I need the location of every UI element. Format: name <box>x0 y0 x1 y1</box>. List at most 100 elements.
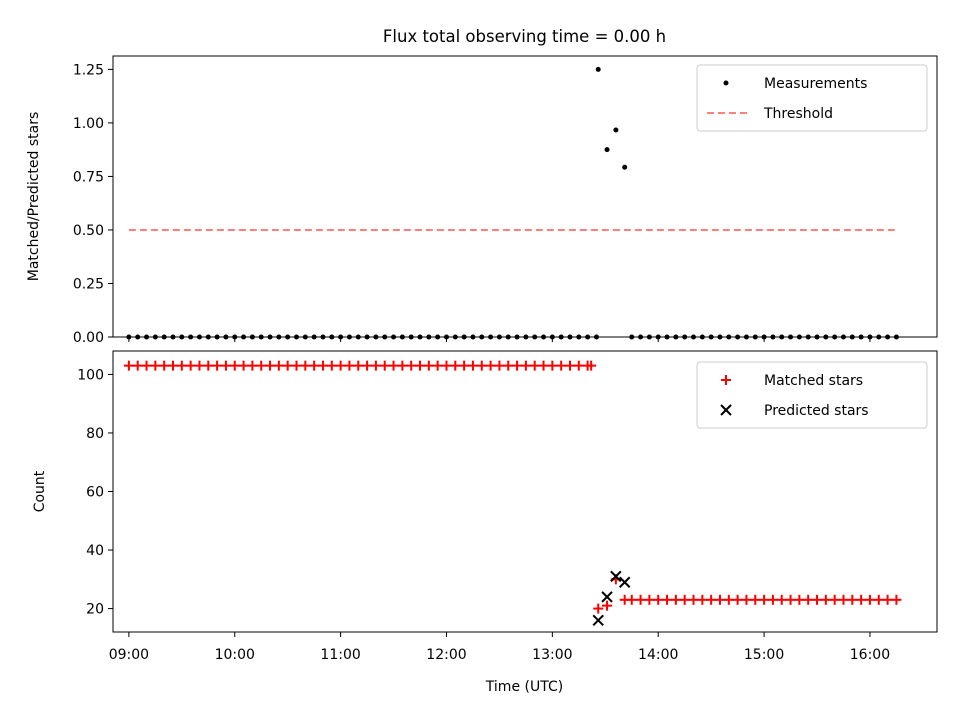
matched-star-marker <box>176 360 187 371</box>
chart-title: Flux total observing time = 0.00 h <box>383 27 666 46</box>
matched-star-marker <box>300 360 311 371</box>
matched-star-marker <box>873 594 884 605</box>
top-legend: Measurements Threshold <box>696 64 928 132</box>
legend-label: Threshold <box>763 106 833 122</box>
matched-star-marker <box>317 360 328 371</box>
x-tick-label: 15:00 <box>744 647 784 663</box>
bottom-x-axis-label: Time (UTC) <box>485 679 563 695</box>
matched-star-marker <box>891 594 902 605</box>
matched-star-marker <box>256 360 267 371</box>
top-plot-area <box>126 66 899 340</box>
legend-marker <box>723 80 729 86</box>
matched-star-marker <box>697 594 708 605</box>
matched-star-marker <box>273 360 284 371</box>
y-tick-label: 0.75 <box>73 169 104 185</box>
matched-star-marker <box>212 360 223 371</box>
matched-star-marker <box>573 360 584 371</box>
matched-star-marker <box>723 594 734 605</box>
legend-label: Measurements <box>764 76 867 92</box>
y-tick-label: 20 <box>86 602 104 618</box>
matched-star-marker <box>459 360 470 371</box>
x-tick-label: 14:00 <box>638 647 678 663</box>
matched-star-marker <box>732 594 743 605</box>
matched-star-marker <box>291 360 302 371</box>
matched-star-marker <box>688 594 699 605</box>
matched-star-marker <box>335 360 346 371</box>
legend-frame <box>696 361 928 429</box>
matched-star-marker <box>141 360 152 371</box>
matched-star-marker <box>750 594 761 605</box>
measurement-point <box>622 164 628 170</box>
matched-star-marker <box>864 594 875 605</box>
matched-star-marker <box>635 594 646 605</box>
matched-star-marker <box>714 594 725 605</box>
matched-star-marker <box>309 360 320 371</box>
legend-label: Matched stars <box>764 373 863 389</box>
x-tick-label: 16:00 <box>850 647 890 663</box>
predicted-star-marker <box>601 591 613 603</box>
bottom-y-axis: 20 40 60 80 100 <box>77 367 113 618</box>
measurement-point <box>613 127 619 133</box>
matched-star-marker <box>467 360 478 371</box>
matched-star-marker <box>767 594 778 605</box>
matched-star-marker <box>167 360 178 371</box>
matched-star-marker <box>586 360 597 371</box>
matched-star-marker <box>441 360 452 371</box>
matched-star-marker <box>423 360 434 371</box>
bottom-x-axis: 09:00 10:00 11:00 12:00 13:00 14:00 15:00 16:00 <box>109 632 890 663</box>
matched-star-marker <box>159 360 170 371</box>
matched-star-marker <box>794 594 805 605</box>
matched-star-marker <box>706 594 717 605</box>
matched-star-marker <box>564 360 575 371</box>
legend-frame <box>696 64 928 132</box>
matched-star-marker <box>602 600 613 611</box>
matched-star-marker <box>759 594 770 605</box>
matched-star-marker <box>593 603 604 614</box>
y-tick-label: 40 <box>86 543 104 559</box>
matched-star-marker <box>512 360 523 371</box>
matched-star-marker <box>282 360 293 371</box>
matched-star-marker <box>379 360 390 371</box>
matched-star-marker <box>397 360 408 371</box>
matched-star-marker <box>847 594 858 605</box>
matched-star-marker <box>326 360 337 371</box>
x-tick-label: 10:00 <box>215 647 255 663</box>
matched-star-marker <box>353 360 364 371</box>
matched-star-marker <box>556 360 567 371</box>
matched-star-marker <box>432 360 443 371</box>
matched-star-marker <box>476 360 487 371</box>
matched-star-marker <box>644 594 655 605</box>
matched-star-marker <box>132 360 143 371</box>
matched-star-marker <box>820 594 831 605</box>
y-tick-label: 1.25 <box>73 62 104 78</box>
matched-star-marker <box>529 360 540 371</box>
x-tick-label: 12:00 <box>426 647 466 663</box>
x-tick-label: 11:00 <box>320 647 360 663</box>
matched-star-marker <box>247 360 258 371</box>
bottom-legend: Matched stars Predicted stars <box>696 361 928 429</box>
matched-star-marker <box>388 360 399 371</box>
matched-star-marker <box>626 594 637 605</box>
matched-star-marker <box>520 360 531 371</box>
matched-star-marker <box>185 360 196 371</box>
matched-star-marker <box>503 360 514 371</box>
matched-star-marker <box>362 360 373 371</box>
predicted-star-marker <box>592 614 604 626</box>
matched-star-marker <box>238 360 249 371</box>
matched-star-marker <box>882 594 893 605</box>
bottom-y-axis-label: Count <box>32 470 48 512</box>
y-tick-label: 1.00 <box>73 116 104 132</box>
matched-star-marker <box>220 360 231 371</box>
matched-star-marker <box>370 360 381 371</box>
matched-star-marker <box>229 360 240 371</box>
bottom-plot-area <box>123 360 902 626</box>
legend-label: Predicted stars <box>764 403 869 419</box>
matched-star-marker <box>741 594 752 605</box>
top-x-axis-ticks <box>128 337 871 342</box>
matched-star-marker <box>829 594 840 605</box>
y-tick-label: 100 <box>77 367 104 383</box>
top-axes-frame <box>112 55 938 338</box>
matched-star-marker <box>812 594 823 605</box>
matched-star-marker <box>344 360 355 371</box>
